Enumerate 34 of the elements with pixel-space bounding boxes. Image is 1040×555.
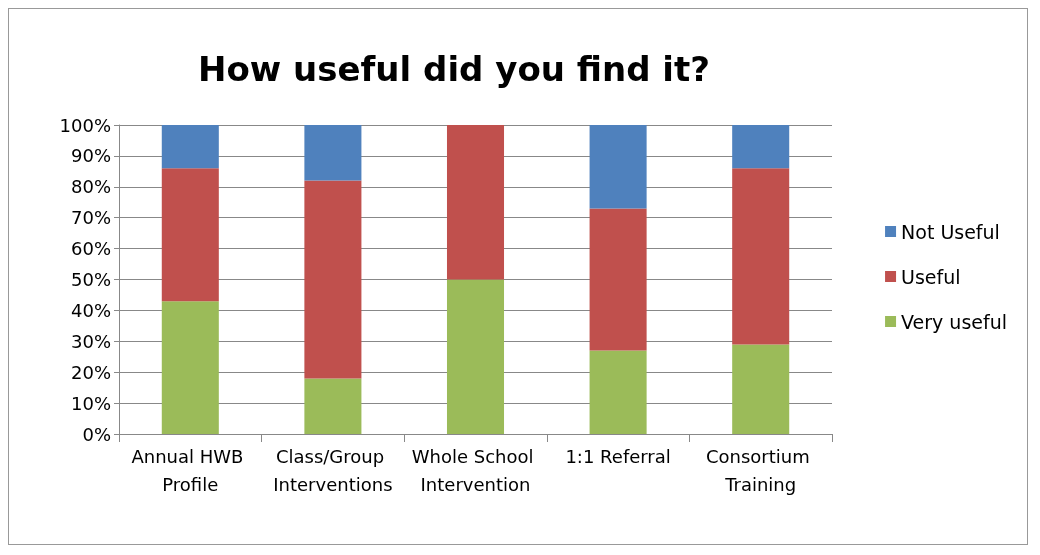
bar: [589, 125, 647, 209]
x-tick-label: Consortium Training: [705, 445, 816, 495]
legend-label: Not Useful: [901, 220, 1000, 243]
y-tick-label: 50%: [70, 269, 111, 290]
y-tick-label: 30%: [70, 330, 111, 352]
bar: [304, 125, 362, 181]
y-tick-label: 40%: [70, 299, 111, 321]
bar: [446, 125, 505, 280]
bar: [161, 125, 219, 169]
y-tick-label: 10%: [70, 392, 111, 414]
x-tick-label: Whole School Intervention: [411, 445, 540, 495]
bar: [161, 301, 219, 434]
y-tick-label: 80%: [70, 176, 111, 198]
y-tick-label: 20%: [70, 361, 111, 383]
legend-label: Very useful: [901, 310, 1008, 333]
y-tick-label: 0%: [82, 423, 111, 445]
x-tick-label: 1:1 Referral: [565, 445, 671, 467]
bar: [446, 279, 505, 434]
x-tick-label: Class/Group Interventions: [273, 445, 393, 495]
bar: [589, 350, 647, 434]
bar: [304, 378, 362, 434]
legend-label: Useful: [901, 265, 961, 288]
x-tick-label: Annual HWB Profile: [131, 445, 250, 495]
bar: [732, 344, 790, 434]
y-tick-label: 100%: [59, 114, 111, 136]
bar: [161, 168, 219, 302]
bar: [589, 208, 647, 351]
y-tick-label: 60%: [70, 238, 111, 260]
bar: [732, 168, 790, 345]
chart-title: How useful did you find it?: [198, 49, 710, 89]
y-tick-label: 70%: [70, 207, 111, 229]
bar: [732, 125, 790, 169]
y-tick-label: 90%: [70, 145, 111, 167]
bar: [304, 180, 362, 379]
